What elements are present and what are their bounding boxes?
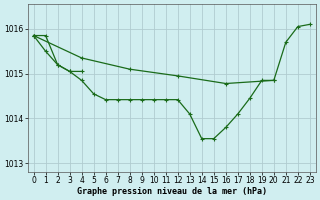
X-axis label: Graphe pression niveau de la mer (hPa): Graphe pression niveau de la mer (hPa) [77,187,267,196]
